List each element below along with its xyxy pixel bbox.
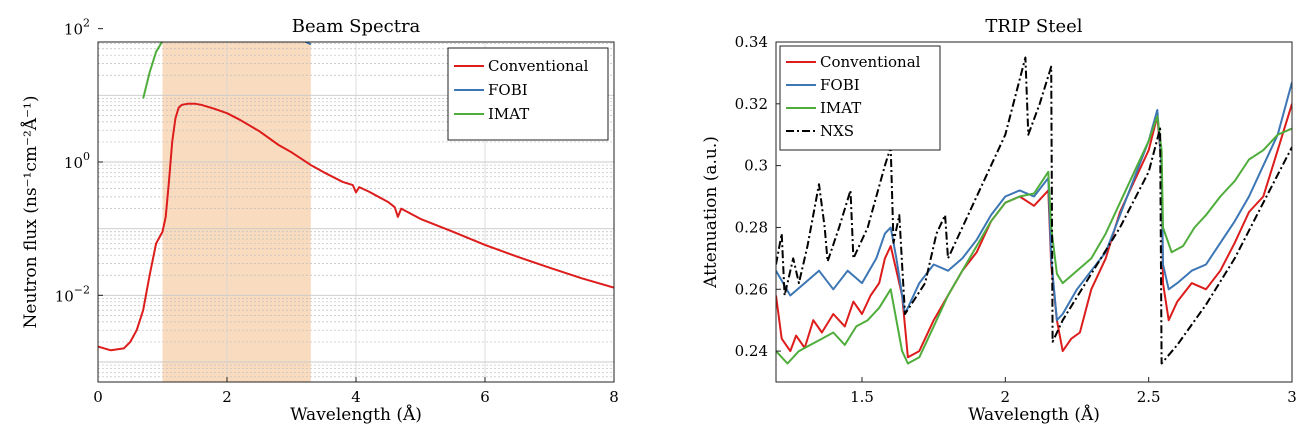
x-tick-label: 2 [1001,388,1011,406]
series-line-fobi [303,42,312,46]
plot-frame [775,41,1293,383]
x-tick-label: 1.5 [850,388,874,406]
legend-box [779,45,941,151]
x-axis-label: Wavelength (Å) [968,404,1100,425]
x-tick-label: 2 [222,388,232,406]
legend: Conventional FOBI IMAT NXS [779,45,941,151]
y-tick-label: 0.28 [735,218,768,236]
shaded-region [162,42,311,382]
series-line-imat [776,115,1292,365]
y-tick-label: 0.34 [735,33,768,51]
x-tick-label: 0 [93,388,103,406]
y-axis-label: Attenuation (a.u.) [701,136,721,289]
x-tick-label: 3 [1287,388,1297,406]
chart-beam-spectra: 0 2 4 6 8 10−2 100 102 Beam Spectra Wavelength … [20,16,619,425]
legend-label: Conventional [820,53,921,71]
x-tick-label: 8 [609,388,619,406]
y-tick-label: 102 [64,17,90,39]
chart-trip-steel: 1.5 2 2.5 3 0.24 0.26 0.28 0.3 0.32 0.34 TRIP Ste… [701,16,1297,425]
x-tick-label: 2.5 [1137,388,1161,406]
y-tick-label: 0.26 [735,280,768,298]
legend-label: Conventional [488,57,589,75]
y-tick-label: 0.3 [744,157,768,175]
legend-label: FOBI [488,81,528,99]
legend-label: IMAT [820,99,861,117]
legend: Conventional FOBI IMAT [447,47,609,141]
y-axis-label: Neutron flux (ns⁻¹cm⁻²Å⁻¹) [20,96,41,329]
y-tick-label: 10−2 [55,283,90,305]
legend-label: NXS [820,122,854,140]
legend-label: FOBI [820,76,860,94]
chart-title: TRIP Steel [985,16,1082,37]
y-tick-label: 0.24 [735,342,768,360]
legend-box [447,47,609,141]
x-tick-label: 4 [351,388,361,406]
series-line-conventional [98,102,614,352]
chart-title: Beam Spectra [292,16,421,37]
x-axis-label: Wavelength (Å) [290,404,422,425]
y-tick-label: 0.32 [735,95,768,113]
x-tick-label: 6 [480,388,490,406]
legend-label: IMAT [488,105,529,123]
y-tick-label: 100 [64,150,90,172]
